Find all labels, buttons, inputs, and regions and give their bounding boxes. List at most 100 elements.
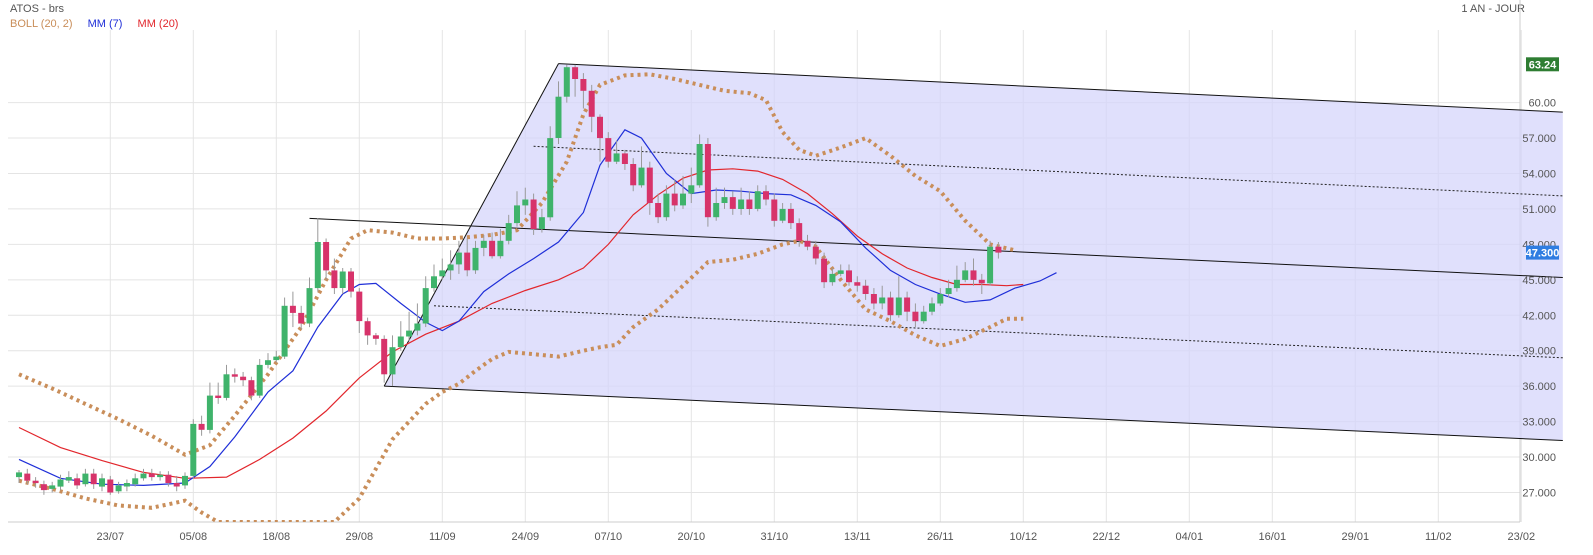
candle — [580, 79, 587, 91]
candle — [381, 338, 388, 375]
channel-line-top — [558, 63, 1563, 113]
candle — [953, 279, 960, 289]
candle — [505, 223, 512, 241]
candle — [273, 356, 280, 361]
candle — [621, 153, 628, 164]
y-tick-label: 57.000 — [1522, 133, 1556, 145]
x-tick-label: 24/09 — [512, 531, 540, 543]
candle — [530, 199, 537, 229]
candle — [895, 297, 902, 316]
candle — [24, 473, 31, 481]
candle — [356, 291, 363, 322]
candle — [223, 374, 230, 398]
x-tick-label: 23/02 — [1508, 531, 1536, 543]
x-tick-label: 22/12 — [1093, 531, 1121, 543]
x-tick-label: 18/08 — [263, 531, 291, 543]
candle — [846, 270, 852, 283]
y-tick-label: 39.000 — [1522, 346, 1556, 358]
candle — [298, 312, 305, 324]
candle — [240, 376, 247, 381]
candle — [962, 270, 969, 280]
y-tick-label: 36.000 — [1522, 381, 1556, 393]
candle — [646, 167, 653, 203]
candle — [879, 297, 886, 304]
channel-area — [384, 63, 1563, 441]
candle — [514, 205, 520, 224]
candle — [804, 240, 811, 247]
x-tick-label: 11/09 — [429, 531, 456, 543]
candle — [65, 477, 72, 481]
x-tick-label: 29/01 — [1342, 531, 1370, 543]
price-badge-last-label: 47.300 — [1526, 248, 1560, 260]
candle — [123, 483, 130, 487]
candle — [597, 116, 603, 139]
period-label[interactable]: 1 AN - JOUR — [1461, 3, 1525, 15]
candle — [605, 138, 612, 162]
price-badge-high-label: 63.24 — [1529, 59, 1557, 71]
candle — [90, 473, 97, 485]
candle — [40, 484, 47, 491]
candle — [431, 276, 437, 289]
candle — [447, 264, 454, 271]
candle — [738, 199, 745, 209]
candle — [638, 167, 645, 186]
legend-mm20: MM (20) — [137, 18, 179, 30]
legend: BOLL (20, 2) MM (7) MM (20) — [10, 18, 190, 30]
candle — [854, 282, 861, 286]
candle — [721, 197, 728, 203]
mm7-line — [18, 129, 1057, 487]
candle — [978, 279, 985, 284]
candle — [339, 271, 346, 288]
candle — [887, 297, 894, 316]
x-tick-label: 26/11 — [927, 531, 954, 543]
candle — [107, 479, 114, 493]
bollinger-bands — [18, 72, 1024, 522]
candle — [970, 270, 977, 280]
candle — [663, 193, 670, 218]
candle — [812, 246, 819, 259]
candle — [148, 473, 155, 478]
candle — [829, 273, 836, 283]
candle — [613, 153, 620, 162]
channel-line-bottom — [384, 385, 1563, 441]
y-tick-label: 27.000 — [1522, 487, 1556, 499]
price-badge-high — [1526, 57, 1559, 72]
y-tick-label: 45.000 — [1522, 275, 1556, 287]
x-tick-label: 16/01 — [1259, 531, 1287, 543]
candle — [995, 246, 1002, 253]
y-tick-label: 30.000 — [1522, 452, 1556, 464]
candle — [314, 242, 321, 289]
candle — [32, 480, 39, 484]
candle — [256, 364, 263, 396]
candle — [82, 473, 89, 485]
candle — [746, 199, 753, 209]
candle — [987, 246, 994, 284]
channel-line-middle — [309, 217, 1563, 278]
candle — [522, 199, 529, 206]
candle — [862, 285, 869, 294]
mm20-line — [18, 168, 1024, 479]
price-badges: 63.24 47.300 — [1526, 57, 1560, 260]
candle — [289, 305, 296, 313]
candle — [630, 164, 637, 186]
price-badge-last — [1526, 245, 1559, 260]
candle — [771, 199, 778, 221]
x-axis: 23/07 05/08 18/08 29/08 11/09 24/09 07/10 20/10… — [97, 531, 1536, 543]
y-axis: 27.000 30.000 33.000 36.000 39.000 42.000 45.0… — [1522, 98, 1556, 500]
candle — [190, 423, 197, 476]
candle — [265, 360, 271, 365]
candle — [937, 294, 944, 304]
candle — [16, 472, 22, 478]
candle — [821, 258, 828, 283]
candle — [572, 67, 579, 79]
candle — [215, 395, 222, 398]
candle — [754, 191, 761, 209]
candle — [206, 395, 213, 430]
boll-lower-band — [18, 238, 1024, 522]
candle — [763, 191, 769, 200]
candle — [455, 252, 462, 265]
chart-title: ATOS - brs — [10, 3, 64, 15]
legend-mm7: MM (7) — [87, 18, 123, 30]
candle — [331, 270, 338, 289]
